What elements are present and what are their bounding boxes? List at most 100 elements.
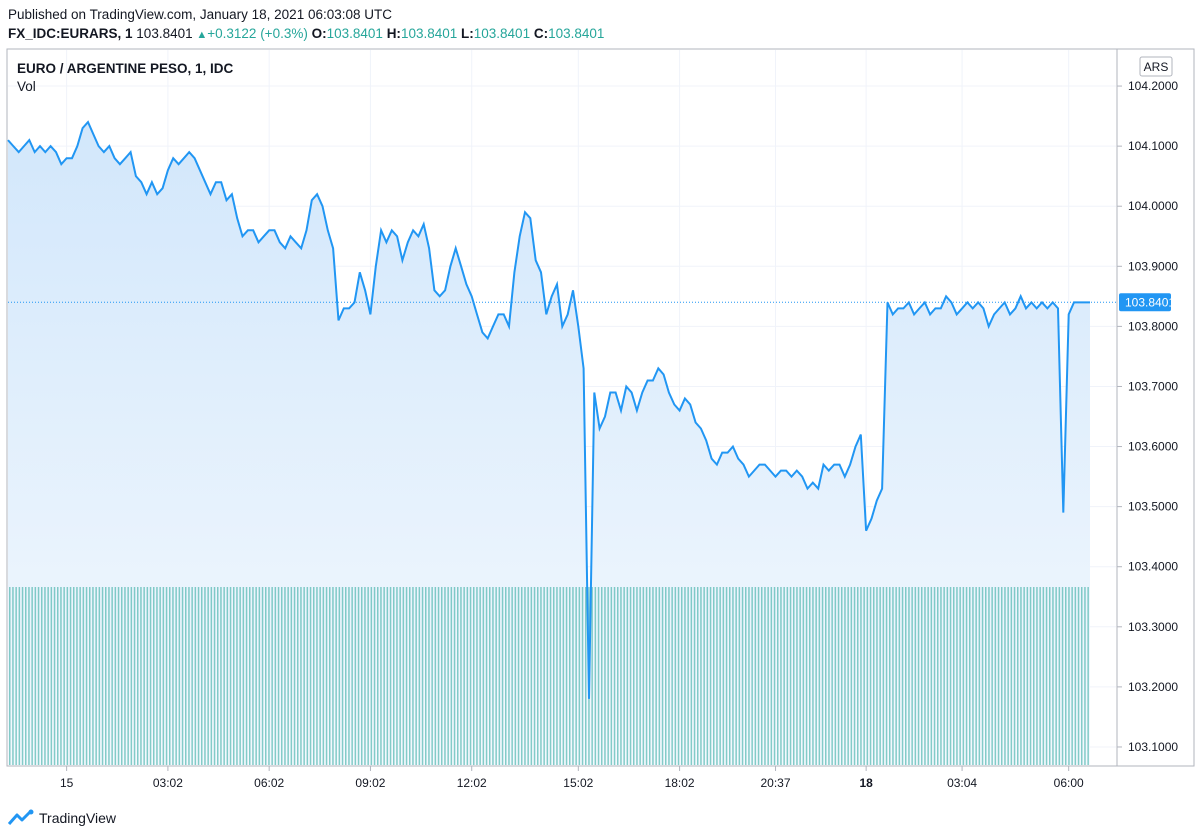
volume-bar <box>287 587 289 765</box>
volume-bar <box>329 587 331 765</box>
volume-bar <box>457 587 459 765</box>
volume-bar <box>933 587 936 765</box>
volume-bar <box>1068 587 1070 765</box>
volume-bar <box>345 587 347 765</box>
volume-bar <box>837 587 840 765</box>
volume-bar <box>559 587 561 765</box>
volume-bar <box>537 587 539 765</box>
volume-bar <box>271 587 273 765</box>
currency-badge: ARS <box>1139 56 1173 77</box>
volume-bar <box>1020 587 1022 765</box>
volume-bar <box>245 587 248 765</box>
volume-bars <box>9 587 1089 765</box>
volume-bar <box>751 587 753 765</box>
volume-bar <box>943 587 945 765</box>
volume-bar <box>994 587 997 765</box>
y-tick-label: 103.2000 <box>1128 680 1178 694</box>
volume-bar <box>460 587 462 765</box>
volume-bar <box>793 587 795 765</box>
volume-bar <box>773 587 776 765</box>
volume-bar <box>684 587 686 765</box>
volume-bar <box>233 587 235 765</box>
volume-bar <box>146 587 149 765</box>
volume-bar <box>25 587 27 765</box>
volume-bar <box>172 587 174 765</box>
volume-bar <box>873 587 875 765</box>
volume-bar <box>988 587 990 765</box>
volume-bar <box>181 587 184 765</box>
volume-bar <box>985 587 987 765</box>
volume-bar <box>18 587 21 765</box>
volume-bar <box>242 587 245 765</box>
volume-bar <box>866 587 869 765</box>
volume-bar <box>373 587 376 765</box>
volume-bar <box>204 587 206 765</box>
volume-bar <box>226 587 229 765</box>
volume-bar <box>252 587 254 765</box>
volume-bar <box>524 587 526 765</box>
volume-bar <box>1077 587 1080 765</box>
volume-bar <box>562 587 565 765</box>
volume-bar <box>508 587 510 765</box>
volume-bar <box>393 587 395 765</box>
y-tick-label: 103.4000 <box>1128 560 1178 574</box>
volume-bar <box>815 587 817 765</box>
y-tick-label: 104.1000 <box>1128 139 1178 153</box>
chart-legend-title: EURO / ARGENTINE PESO, 1, IDC <box>17 61 234 76</box>
volume-bar <box>492 587 494 765</box>
volume-bar <box>1023 587 1025 765</box>
volume-bar <box>348 587 350 765</box>
volume-bar <box>975 587 977 765</box>
volume-bar <box>991 587 993 765</box>
x-tick-label: 15 <box>60 776 74 790</box>
volume-bar <box>101 587 104 765</box>
volume-bar <box>703 587 705 765</box>
volume-bar <box>495 587 497 765</box>
volume-bar <box>857 587 859 765</box>
volume-bar <box>690 587 693 765</box>
volume-bar <box>405 587 408 765</box>
volume-bar <box>780 587 782 765</box>
volume-bar <box>479 587 481 765</box>
volume-bar <box>47 587 49 765</box>
volume-bar <box>965 587 968 765</box>
volume-bar <box>818 587 821 765</box>
volume-bar <box>834 587 837 765</box>
volume-bar <box>220 587 222 765</box>
volume-bar <box>89 587 91 765</box>
volume-bar <box>892 587 894 765</box>
x-tick-label: 20:37 <box>761 776 791 790</box>
volume-bar <box>729 587 731 765</box>
volume-bar <box>165 587 168 765</box>
volume-bar <box>223 587 225 765</box>
volume-bar <box>709 587 712 765</box>
volume-bar <box>754 587 757 765</box>
y-tick-label: 103.1000 <box>1128 740 1178 754</box>
volume-bar <box>655 587 657 765</box>
volume-bar <box>713 587 715 765</box>
volume-bar <box>261 587 264 765</box>
volume-bar <box>668 587 670 765</box>
volume-legend-label: Vol <box>17 79 36 94</box>
volume-bar <box>428 587 430 765</box>
volume-bar <box>748 587 750 765</box>
volume-bar <box>527 587 529 765</box>
volume-bar <box>700 587 702 765</box>
volume-bar <box>1071 587 1073 765</box>
volume-bar <box>1045 587 1048 765</box>
x-tick-label: 03:04 <box>947 776 977 790</box>
volume-bar <box>953 587 955 765</box>
volume-bar <box>607 587 609 765</box>
volume-bar <box>31 587 33 765</box>
volume-bar <box>972 587 974 765</box>
volume-bar <box>114 587 117 765</box>
volume-bar <box>197 587 200 765</box>
volume-bar <box>50 587 53 765</box>
volume-bar <box>300 587 302 765</box>
last-price-tag: 103.8401 <box>1119 293 1175 312</box>
volume-bar <box>908 587 910 765</box>
volume-bar <box>543 587 545 765</box>
volume-bar <box>482 587 485 765</box>
volume-bar <box>1058 587 1061 765</box>
